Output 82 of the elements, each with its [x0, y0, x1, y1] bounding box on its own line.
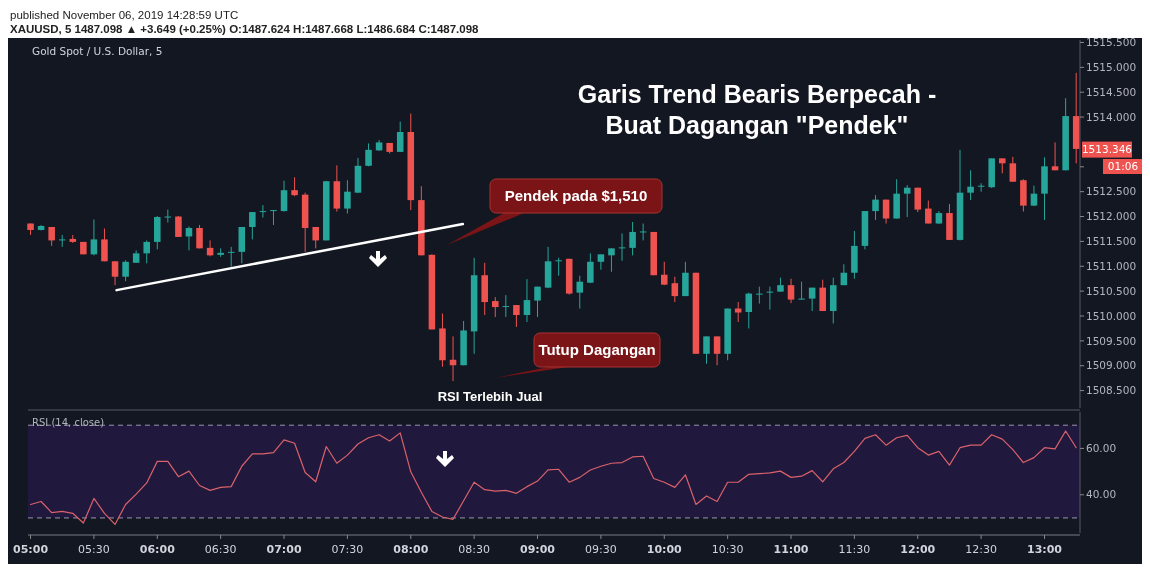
x-tick-label: 06:00 [139, 543, 176, 556]
candlestick [1009, 156, 1017, 183]
candlestick [291, 176, 298, 197]
x-tick-label: 07:30 [331, 543, 364, 556]
annotation: Tutup Dagangan [538, 341, 656, 359]
y-tick-label: 1511.500 [1086, 235, 1137, 248]
text: 01:06 [1107, 160, 1139, 172]
x-tick-label: 11:00 [773, 543, 809, 556]
y-tick-label: 1509.500 [1086, 334, 1137, 347]
y-tick-label: 1510.500 [1086, 284, 1137, 297]
y-tick-label: 1509.000 [1086, 359, 1137, 372]
candlestick [713, 335, 721, 366]
candlestick [534, 286, 541, 318]
candlestick [587, 252, 594, 284]
y-tick-label: 40.00 [1086, 488, 1117, 501]
x-tick-label: 12:30 [965, 543, 997, 556]
candlestick [280, 180, 288, 213]
candlestick [143, 239, 150, 264]
y-tick-label: 1511.000 [1086, 259, 1137, 272]
candlestick [1051, 141, 1059, 171]
y-tick-label: 1515.500 [1086, 36, 1137, 49]
candlestick [111, 260, 119, 286]
y-tick-label: 60.00 [1086, 442, 1117, 455]
x-tick-label: 12:00 [900, 543, 936, 556]
candlestick [787, 278, 795, 304]
candlestick [671, 276, 679, 303]
candlestick [396, 121, 404, 153]
annotation: RSI Terlebih Jual [437, 388, 543, 404]
candlestick [914, 187, 922, 213]
y-tick-label: 1512.500 [1086, 185, 1137, 198]
y-tick-label: 1508.500 [1086, 384, 1137, 397]
text: RSI (14, close) [32, 417, 105, 428]
candlestick [819, 279, 826, 312]
candlestick [608, 247, 615, 273]
candlestick [872, 194, 879, 221]
candlestick [270, 209, 277, 226]
annotation: 1513.346 [1081, 143, 1133, 156]
x-tick-label: 07:00 [266, 543, 302, 556]
candlestick [523, 278, 531, 323]
candlestick [682, 261, 689, 297]
candlestick [90, 219, 98, 256]
candlestick [555, 257, 562, 277]
y-tick-label: 1514.000 [1086, 110, 1137, 123]
candlestick [344, 179, 351, 215]
candlestick [576, 275, 584, 310]
text: Gold Spot / U.S. Dollar, 5 [32, 45, 163, 57]
candlestick [734, 301, 742, 323]
y-tick-label: 1515.000 [1086, 61, 1137, 74]
candlestick [629, 221, 636, 256]
candlestick [492, 296, 499, 318]
y-tick-label: 1514.500 [1086, 85, 1137, 98]
candlestick [967, 169, 974, 201]
candlestick [903, 184, 911, 218]
x-tick-label: 05:30 [78, 543, 110, 556]
text: Garis Trend Bearis Berpecah - Buat Dagangan "Pendek" [577, 80, 937, 139]
y-tick-label: 1510.000 [1086, 309, 1137, 322]
candlestick [101, 227, 108, 262]
candlestick [597, 253, 605, 271]
x-tick-label: 09:00 [520, 543, 556, 556]
x-tick-label: 06:30 [204, 543, 237, 556]
speech-bubble: Pendek pada $1,510 [447, 178, 663, 245]
candlestick [798, 281, 805, 301]
text: XAUUSD, 5 1487.098 ▲ +3.649 (+0.25%) O:1487.624 H:1487.668 L:1486.684 C:1487.098 [10, 23, 480, 35]
candlestick [122, 259, 129, 282]
annotation: Pendek pada $1,510 [504, 187, 648, 205]
candlestick [925, 200, 932, 224]
x-tick-label: 05:00 [13, 543, 49, 556]
candlestick [513, 304, 520, 328]
text: published November 06, 2019 14:28:59 UTC [10, 9, 239, 21]
candlestick [756, 286, 763, 305]
x-tick-label: 10:30 [711, 543, 744, 556]
x-tick-label: 10:00 [646, 543, 683, 556]
candlestick [249, 211, 256, 240]
x-tick-label: 08:30 [458, 543, 490, 556]
y-tick-label: 1512.000 [1086, 210, 1137, 223]
x-tick-label: 13:00 [1027, 543, 1063, 556]
candlestick [703, 335, 710, 365]
x-tick-label: 11:30 [838, 543, 871, 556]
candlestick [175, 215, 182, 238]
candlestick [745, 292, 753, 329]
x-tick-label: 09:30 [585, 543, 617, 556]
x-tick-label: 08:00 [393, 543, 429, 556]
